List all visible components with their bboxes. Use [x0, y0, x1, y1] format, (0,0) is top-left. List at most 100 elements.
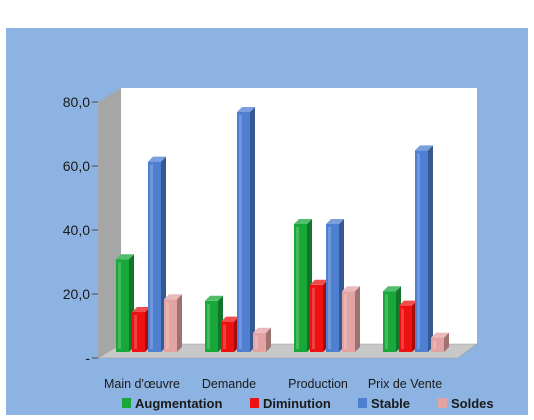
bar-front — [310, 284, 323, 352]
bar-top — [237, 107, 255, 112]
legend-label: Augmentation — [135, 396, 222, 411]
legend-label: Soldes — [451, 396, 494, 411]
legend: Augmentation Diminution Stable Soldes — [122, 396, 494, 411]
bar-side — [266, 327, 271, 352]
x-category-label: Prix de Vente — [368, 377, 442, 391]
bar-augmentation — [294, 219, 312, 352]
legend-swatch — [250, 398, 259, 408]
bar-top — [326, 219, 344, 224]
bar-stable — [148, 156, 166, 352]
bars — [116, 107, 449, 352]
bar-highlight — [296, 227, 299, 349]
bar-side — [444, 332, 449, 352]
bar-front — [342, 291, 355, 352]
bar-highlight — [312, 287, 315, 349]
legend-item: Stable — [358, 396, 410, 411]
bar-top — [399, 300, 417, 306]
bar-diminution — [221, 316, 239, 352]
bar-front — [399, 305, 412, 352]
y-axis-ticks: - 20,0 40,0 60,0 80,0 — [63, 94, 98, 366]
bar-front — [326, 224, 339, 352]
bar-side — [177, 294, 182, 352]
y-tick-label: 40,0 — [63, 222, 90, 238]
bar-highlight — [255, 335, 258, 349]
bar-highlight — [433, 340, 436, 349]
bar-highlight — [223, 324, 226, 349]
y-tick-label: - — [85, 350, 90, 366]
legend-label: Diminution — [263, 396, 331, 411]
bar-top — [415, 145, 433, 151]
bar-highlight — [150, 164, 153, 349]
bar-stable — [237, 107, 255, 352]
bar-diminution — [132, 307, 150, 352]
bar-soldes — [431, 332, 449, 352]
bar-front — [164, 299, 177, 352]
bar-front — [237, 112, 250, 352]
bar-side — [355, 286, 360, 352]
bar-augmentation — [205, 295, 223, 352]
legend-item: Augmentation — [122, 396, 222, 411]
bar-augmentation — [116, 254, 134, 352]
bar-highlight — [417, 153, 420, 349]
legend-item: Soldes — [438, 396, 494, 411]
bar-front — [116, 259, 129, 352]
bar-front — [431, 337, 444, 352]
x-axis-labels: Main d'œuvre Demande Production Prix de Ven… — [104, 377, 442, 391]
bar-highlight — [207, 303, 210, 349]
bar-diminution — [310, 279, 328, 352]
bar-front — [132, 312, 145, 352]
bar-front — [294, 224, 307, 352]
bar-top — [294, 219, 312, 224]
bar-highlight — [134, 315, 137, 349]
bar-front — [205, 300, 218, 352]
bar-top — [253, 327, 271, 333]
bar-soldes — [164, 294, 182, 352]
y-tick-label: 80,0 — [63, 94, 90, 110]
bar-stable — [326, 219, 344, 352]
legend-label: Stable — [371, 396, 410, 411]
bar-top — [310, 279, 328, 285]
bar-top — [383, 286, 401, 292]
bar-front — [415, 150, 428, 352]
floor — [96, 343, 478, 359]
bar-diminution — [399, 300, 417, 352]
bar-highlight — [239, 115, 242, 349]
bar-front — [383, 291, 396, 352]
bar-front — [253, 332, 266, 352]
bar-top — [205, 295, 223, 301]
bar-highlight — [344, 294, 347, 349]
plot-walls — [96, 88, 478, 359]
bar-top — [431, 332, 449, 338]
bar-top — [132, 307, 150, 312]
bar-top — [164, 294, 182, 300]
y-tick-label: 20,0 — [63, 286, 90, 302]
bar-top — [148, 156, 166, 162]
bar-side — [428, 145, 433, 352]
bar-highlight — [328, 227, 331, 349]
bar-stable — [415, 145, 433, 352]
bar-highlight — [401, 308, 404, 349]
bar-soldes — [253, 327, 271, 352]
bar-highlight — [166, 302, 169, 349]
bar-front — [148, 161, 161, 352]
x-category-label: Main d'œuvre — [104, 377, 180, 391]
legend-swatch — [438, 398, 447, 408]
legend-swatch — [358, 398, 367, 408]
bar-side — [250, 107, 255, 352]
bar-top — [342, 286, 360, 292]
side-wall — [98, 88, 121, 358]
bar-top — [221, 316, 239, 322]
x-category-label: Demande — [202, 377, 256, 391]
y-tick-label: 60,0 — [63, 158, 90, 174]
back-wall — [121, 88, 477, 344]
bar-highlight — [118, 262, 121, 349]
bar-front — [221, 321, 234, 352]
x-category-label: Production — [288, 377, 348, 391]
bar-top — [116, 254, 134, 260]
bar-highlight — [385, 294, 388, 349]
bar-soldes — [342, 286, 360, 352]
bar-augmentation — [383, 286, 401, 352]
legend-item: Diminution — [250, 396, 331, 411]
